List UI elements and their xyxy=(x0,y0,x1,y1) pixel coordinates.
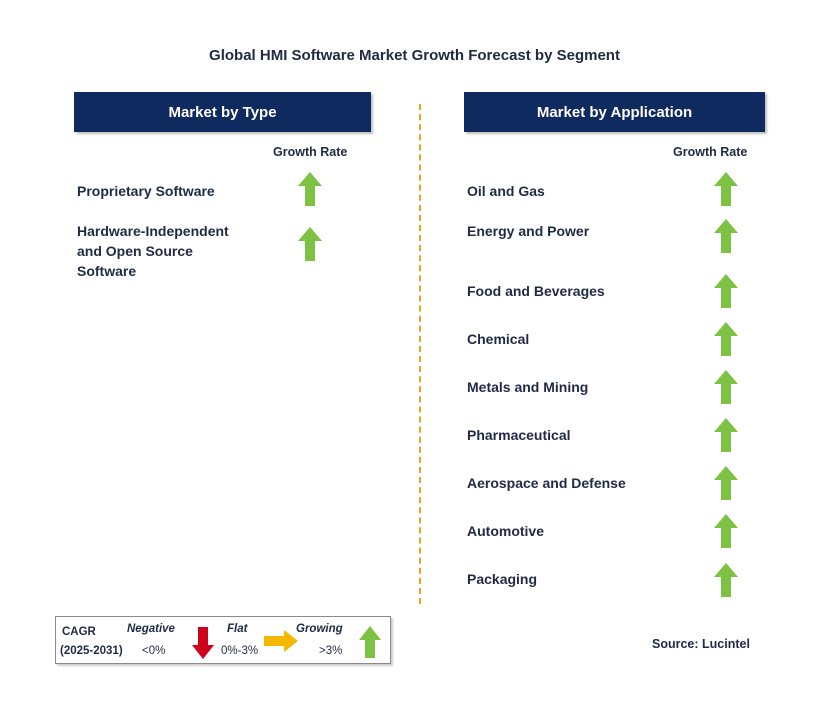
application-item-label: Chemical xyxy=(467,331,530,347)
application-item-label: Packaging xyxy=(467,571,538,587)
application-item-label: Energy and Power xyxy=(467,223,590,239)
chart-title: Global HMI Software Market Growth Foreca… xyxy=(209,47,620,64)
application-item-label: Metals and Mining xyxy=(467,379,589,395)
up-arrow-icon xyxy=(298,172,322,206)
up-arrow-icon xyxy=(714,219,738,253)
type-item-label: Proprietary Software xyxy=(77,181,215,201)
up-arrow-icon xyxy=(714,274,738,308)
panel-divider xyxy=(419,104,421,604)
application-item-label: Pharmaceutical xyxy=(467,427,571,443)
legend-negative-label: Negative xyxy=(127,623,175,635)
legend-flat-label: Flat xyxy=(227,623,248,635)
application-item-label: Food and Beverages xyxy=(467,283,605,299)
application-item-label: Oil and Gas xyxy=(467,183,545,199)
up-arrow-icon xyxy=(359,626,381,658)
legend-cagr-label: CAGR xyxy=(62,626,96,638)
legend-growing-label: Growing xyxy=(296,623,343,635)
type-item-label-line: Hardware-Independent xyxy=(77,223,229,239)
right-arrow-icon xyxy=(264,630,298,652)
up-arrow-icon xyxy=(714,418,738,452)
legend-negative-range: <0% xyxy=(142,645,166,657)
up-arrow-icon xyxy=(298,227,322,261)
type-panel-header: Market by Type xyxy=(74,92,371,132)
type-item-label-line: and Open Source xyxy=(77,243,193,259)
up-arrow-icon xyxy=(714,514,738,548)
up-arrow-icon xyxy=(714,172,738,206)
type-item-label: Hardware-Independent and Open Source Sof… xyxy=(77,221,229,281)
legend-growing-range: >3% xyxy=(319,645,343,657)
up-arrow-icon xyxy=(714,370,738,404)
source-note: Source: Lucintel xyxy=(652,637,750,651)
type-item-label-line: Software xyxy=(77,263,137,279)
legend-period-label: (2025-2031) xyxy=(60,645,123,657)
application-growth-rate-label: Growth Rate xyxy=(673,145,748,159)
application-item-label: Automotive xyxy=(467,523,544,539)
up-arrow-icon xyxy=(714,466,738,500)
legend-flat-range: 0%-3% xyxy=(221,645,259,657)
type-growth-rate-label: Growth Rate xyxy=(273,145,348,159)
application-item-label: Aerospace and Defense xyxy=(467,475,626,491)
down-arrow-icon xyxy=(192,627,214,659)
application-panel-header: Market by Application xyxy=(464,92,765,132)
cagr-legend: CAGR (2025-2031) Negative <0% Flat 0%-3%… xyxy=(55,616,391,664)
type-item-label-line: Proprietary Software xyxy=(77,183,215,199)
up-arrow-icon xyxy=(714,563,738,597)
up-arrow-icon xyxy=(714,322,738,356)
